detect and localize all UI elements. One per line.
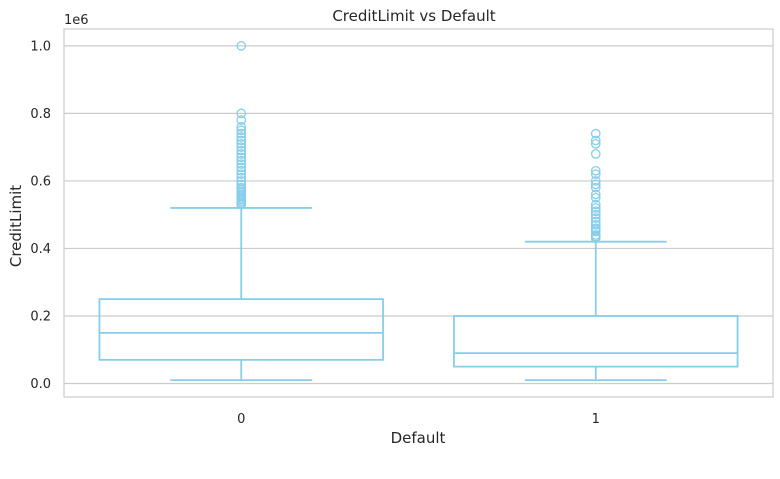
outlier-point: [590, 230, 601, 240]
y-tick-label: 0.0: [30, 377, 51, 392]
outlier-point: [236, 155, 247, 166]
outlier-point: [590, 213, 601, 223]
outlier-point: [236, 142, 247, 153]
outlier-point: [590, 179, 601, 190]
outlier-point: [590, 209, 601, 220]
outlier-point: [236, 108, 247, 119]
outlier-point: [236, 41, 247, 51]
y-tick-label: 0.4: [30, 242, 51, 257]
outlier-point: [236, 176, 247, 186]
y-axis-label: CreditLimit: [7, 185, 25, 267]
outlier-point: [236, 169, 247, 180]
outlier-point: [236, 115, 247, 126]
y-tick-label: 1.0: [30, 39, 51, 54]
outlier-point: [236, 172, 247, 183]
outlier-point: [590, 135, 601, 146]
outlier-point: [590, 206, 601, 217]
y-tick-labels: 0.0 0.2 0.4 0.6 0.8 1.0: [30, 39, 51, 392]
outlier-point: [590, 192, 601, 203]
y-offset-label: 1e6: [64, 13, 89, 28]
outlier-point: [590, 169, 601, 180]
y-gridlines: [64, 45, 773, 385]
outlier-point: [590, 165, 601, 176]
outlier-point: [236, 122, 247, 132]
outlier-point: [236, 149, 247, 159]
outlier-point: [590, 203, 601, 213]
x-tick-label: 0: [237, 412, 245, 427]
x-tick-label: 1: [592, 412, 600, 427]
outlier-point: [236, 159, 247, 169]
chart-title: CreditLimit vs Default: [332, 7, 495, 25]
outlier-point: [236, 125, 247, 136]
outlier-point: [590, 223, 601, 234]
outlier-point: [590, 199, 601, 210]
box-series: [98, 41, 739, 382]
outlier-point: [236, 162, 247, 173]
outlier-point: [236, 152, 247, 163]
outlier-point: [590, 189, 601, 200]
x-axis-label: Default: [391, 429, 446, 447]
outlier-point: [590, 138, 601, 149]
outlier-point: [236, 128, 247, 139]
outlier-point: [590, 216, 601, 227]
outlier-point: [236, 179, 247, 190]
outlier-point: [590, 149, 601, 159]
y-tick-label: 0.2: [30, 309, 51, 324]
outlier-point: [590, 128, 601, 139]
box-iqr: [453, 315, 739, 368]
outlier-point: [236, 135, 247, 146]
y-tick-label: 0.6: [30, 174, 51, 189]
plot-area-frame: [63, 28, 774, 398]
outlier-point: [236, 138, 247, 149]
outlier-point: [236, 132, 247, 142]
y-tick-label: 0.8: [30, 107, 51, 122]
outlier-point: [236, 165, 247, 176]
outlier-point: [236, 182, 247, 193]
outlier-point: [590, 182, 601, 193]
outlier-point: [236, 145, 247, 156]
outlier-point: [590, 219, 601, 230]
outlier-point: [590, 176, 601, 186]
box-iqr: [98, 298, 384, 361]
